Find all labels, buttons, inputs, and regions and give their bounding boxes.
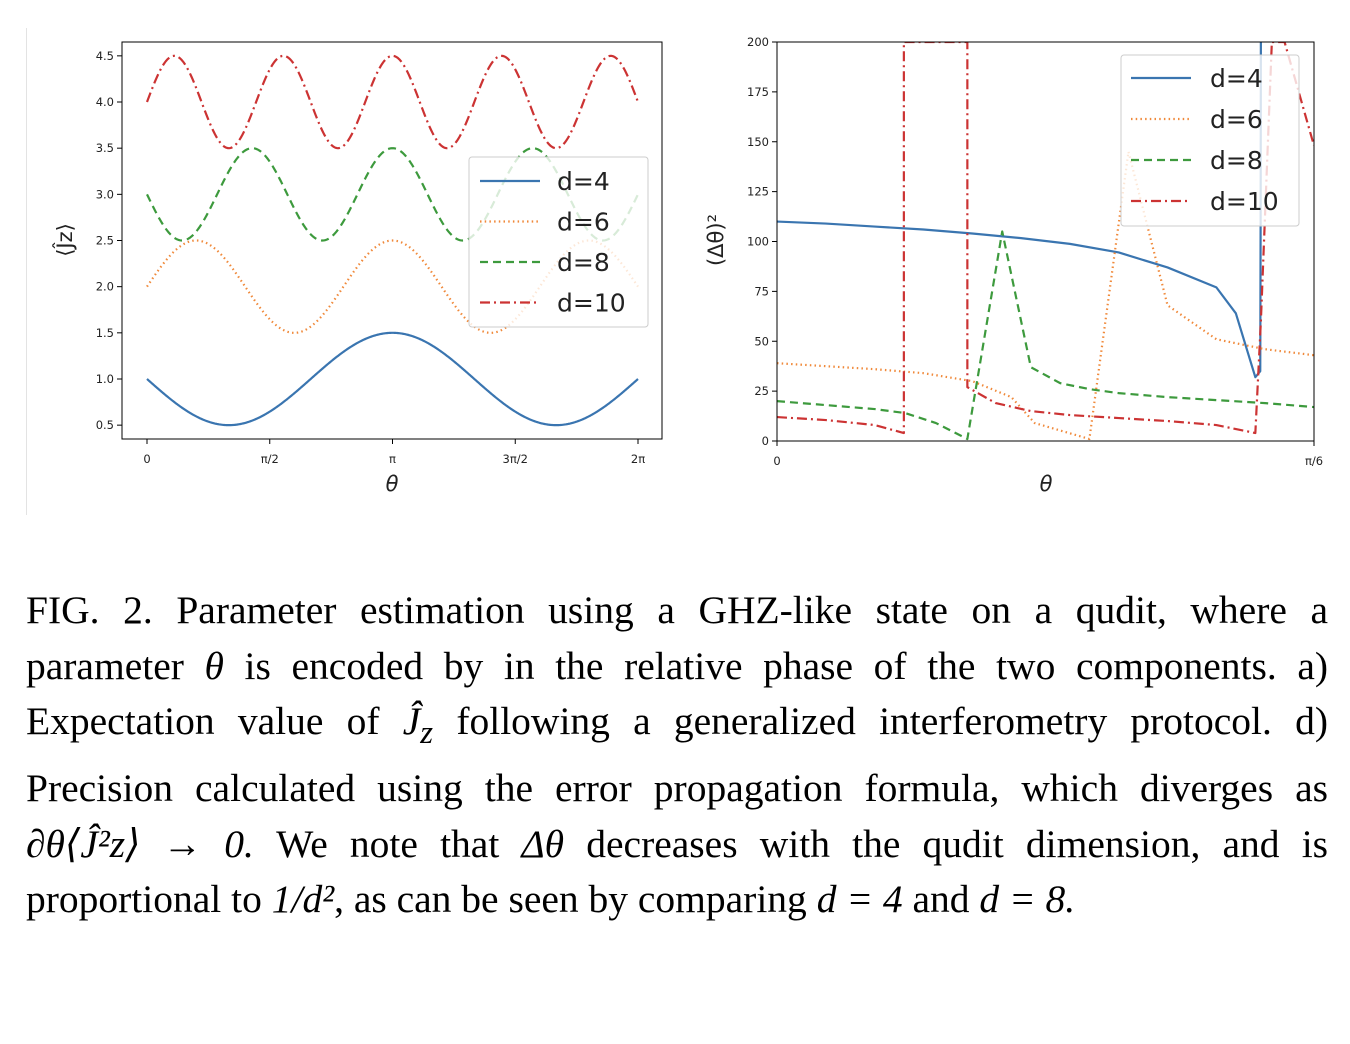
chart-b-xtick-label-1: π/6 — [1305, 454, 1323, 468]
chart-a-ytick-label-8: 4.5 — [96, 49, 114, 63]
chart-a: 0 π/2 π 3π/2 2π 0.5 1.0 1.5 2.0 2.5 3.0 3.5 4.0 4.5 θ… — [52, 41, 663, 496]
chart-a-ytick-label-5: 3.0 — [96, 187, 114, 201]
chart-b-series-line-2 — [777, 150, 1314, 441]
caption-delta-theta: Δθ — [521, 821, 565, 866]
chart-b-legend-label-3: d=8 — [1210, 146, 1263, 175]
chart-b-xtick-label-0: 0 — [773, 454, 780, 468]
chart-b-ticks-group: 0 π/6 0 25 50 75 100 125 150 175 200 — [747, 35, 1323, 468]
caption-text-3: following a generalized interferometry p… — [26, 699, 1329, 811]
chart-a-ylabel: ⟨Ĵz⟩ — [52, 223, 77, 257]
chart-b-series-line-4 — [777, 42, 1314, 435]
chart-b-plot-area — [777, 42, 1314, 441]
chart-a-legend-box — [468, 156, 649, 328]
caption-and: and — [912, 877, 970, 922]
caption-theta: θ — [204, 643, 224, 688]
chart-b-ylabel: (Δθ)² — [704, 214, 728, 266]
caption-text-1: Parameter estimation using a GHZ-like st… — [26, 588, 1329, 688]
chart-a-ticks-group: 0 π/2 π 3π/2 2π 0.5 1.0 1.5 2.0 2.5 3.0 3.5 4.0 4.5 — [96, 49, 645, 466]
chart-a-series-line-4 — [145, 54, 640, 150]
chart-b-legend-box — [1120, 54, 1300, 227]
chart-b-legend: d=4 d=6 d=8 d=10 — [1120, 54, 1300, 227]
chart-a-legend-label-4: d=10 — [557, 289, 626, 318]
chart-a-ytick-label-6: 3.5 — [96, 141, 114, 155]
chart-b-ytick-label-4: 100 — [747, 235, 769, 249]
chart-a-ytick-label-0: 0.5 — [96, 418, 114, 432]
chart-b-xlabel: θ — [1040, 472, 1053, 496]
figure-caption: FIG. 2. Parameter estimation using a GHZ… — [26, 583, 1328, 928]
chart-a-series-line-2 — [146, 239, 639, 334]
caption-text-4: We note that — [276, 821, 500, 866]
chart-b-ytick-label-8: 200 — [747, 35, 769, 49]
chart-a-legend-label-1: d=4 — [557, 167, 610, 196]
caption-jz-subscript: z — [420, 714, 434, 751]
chart-b-ytick-label-7: 175 — [747, 85, 769, 99]
chart-b-ytick-label-5: 125 — [747, 185, 769, 199]
caption-text-6: , as can be seen by comparing — [334, 877, 807, 922]
chart-b-series-line-3 — [777, 230, 1314, 441]
chart-a-ytick-label-1: 1.0 — [96, 372, 114, 386]
chart-b-ytick-label-6: 150 — [747, 135, 769, 149]
chart-a-ytick-label-4: 2.5 — [96, 234, 114, 248]
caption-jz: Ĵz — [402, 699, 433, 751]
chart-a-xtick-label-3: 3π/2 — [503, 452, 528, 466]
chart-b-ytick-label-0: 0 — [762, 434, 769, 448]
chart-b-ytick-label-2: 50 — [754, 334, 769, 348]
caption-jz-symbol: Ĵ — [402, 699, 421, 743]
chart-a-ytick-label-7: 4.0 — [96, 95, 114, 109]
chart-a-xtick-label-2: π — [389, 452, 396, 466]
chart-b-ytick-label-1: 25 — [754, 384, 769, 398]
chart-b-series-group — [777, 42, 1314, 441]
chart-a-series-line-1 — [146, 331, 639, 427]
chart-a-legend: d=4 d=6 d=8 d=10 — [468, 156, 649, 328]
caption-eq-d8: d = 8. — [979, 877, 1076, 922]
chart-a-ytick-label-2: 1.5 — [96, 326, 114, 340]
figure: 0 π/2 π 3π/2 2π 0.5 1.0 1.5 2.0 2.5 3.0 3.5 4.0 4.5 θ… — [26, 28, 1323, 515]
chart-a-ytick-label-3: 2.0 — [96, 280, 114, 294]
chart-b-legend-label-1: d=4 — [1210, 64, 1263, 93]
caption-derivative: ∂θ⟨Ĵ²z⟩ → 0. — [26, 821, 254, 866]
chart-a-xlabel: θ — [386, 472, 399, 496]
caption-fraction: 1/d² — [271, 877, 335, 922]
chart-a-xtick-label-4: 2π — [631, 452, 645, 466]
chart-a-xtick-label-1: π/2 — [261, 452, 279, 466]
caption-text-5: decreases with the qudit dimension, and … — [26, 821, 1329, 922]
caption-text-2: is encoded by in the relative phase of t… — [26, 643, 1329, 744]
caption-eq-d4: d = 4 — [816, 877, 903, 922]
chart-b-legend-label-2: d=6 — [1210, 105, 1263, 134]
figure-label: FIG. 2. — [26, 588, 153, 632]
chart-a-legend-label-3: d=8 — [557, 248, 610, 277]
chart-b-ytick-label-3: 75 — [754, 284, 769, 298]
chart-a-legend-label-2: d=6 — [557, 208, 610, 237]
chart-b-legend-label-4: d=10 — [1210, 187, 1279, 216]
chart-a-xtick-label-0: 0 — [143, 452, 150, 466]
